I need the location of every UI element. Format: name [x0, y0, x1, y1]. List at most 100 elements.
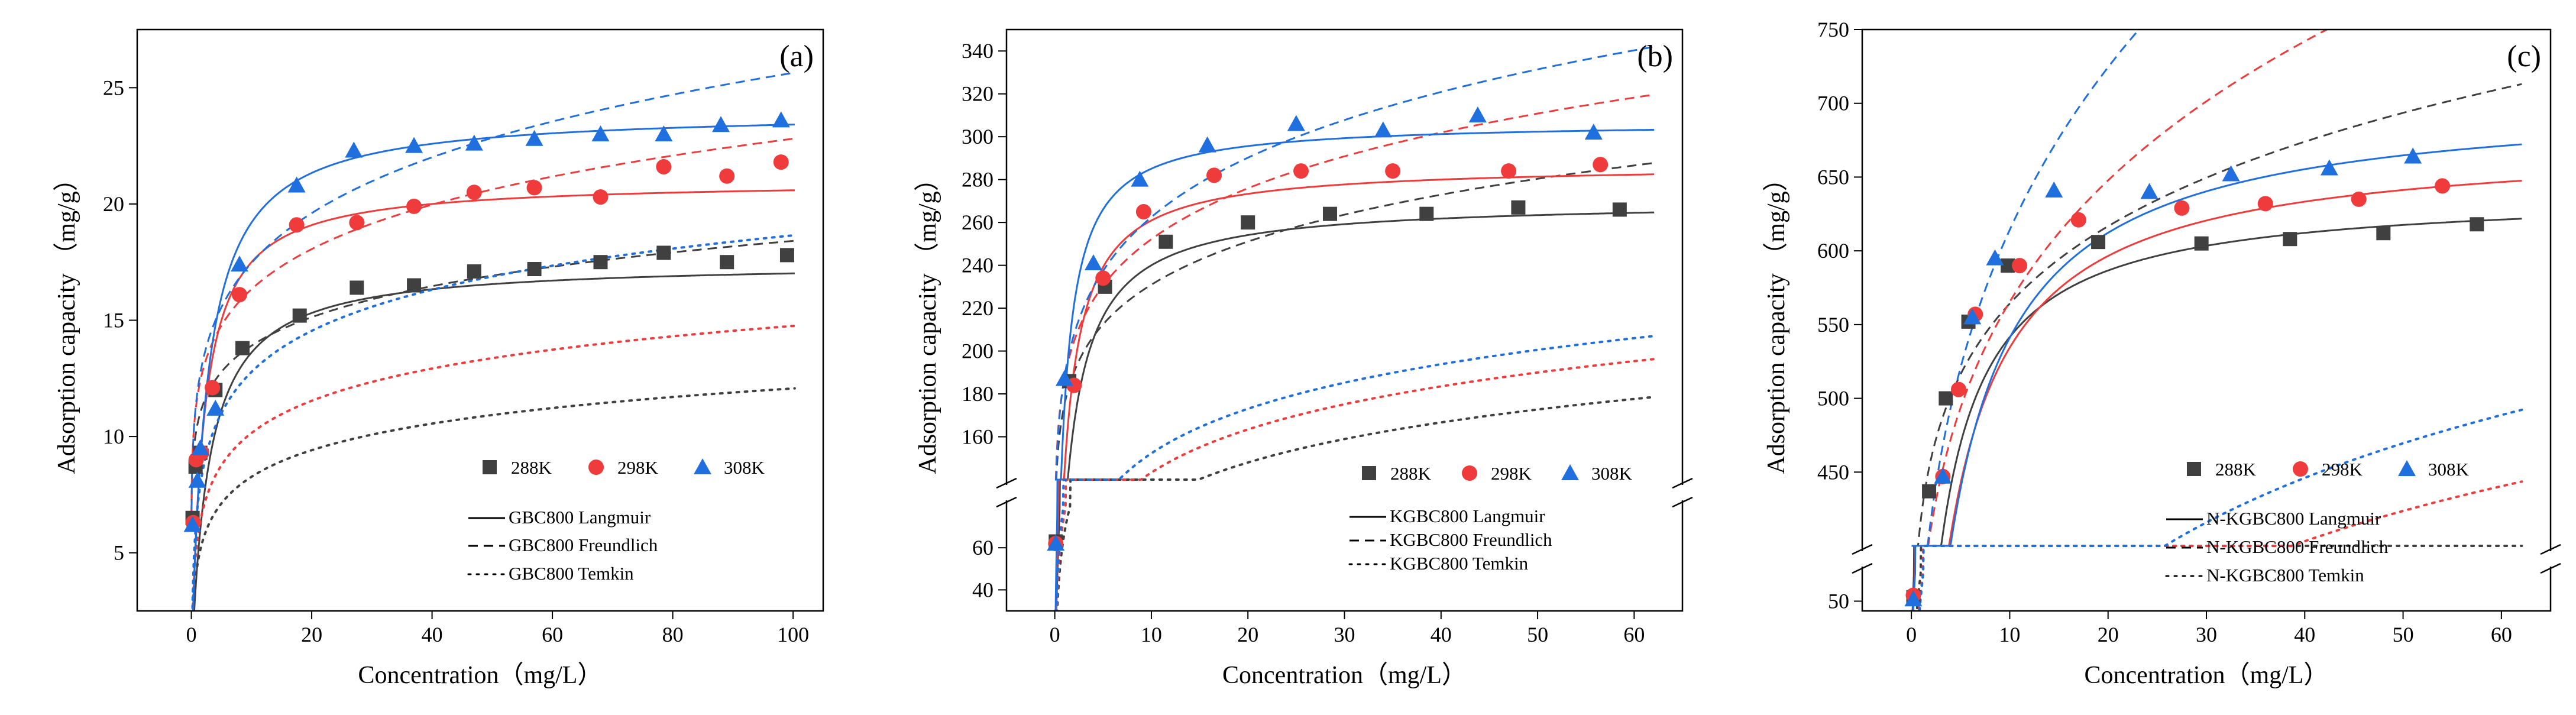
- fit-temkin-288K: [1054, 396, 1656, 611]
- legend-label-288K: 288K: [1390, 463, 1432, 484]
- y-tick-label: 60: [972, 536, 993, 559]
- point-308K: [2222, 165, 2240, 182]
- fit-curves: [190, 72, 796, 611]
- y-tick-label: 180: [962, 382, 993, 406]
- fit-temkin-308K: [1910, 408, 2523, 611]
- point-308K: [1468, 106, 1487, 122]
- y-tick-label: 260: [962, 211, 993, 234]
- legend: 288K 298K 308K N-KGBC800 Langmuir N-KGBC800 …: [2165, 459, 2470, 585]
- x-tick-label: 10: [1141, 623, 1162, 646]
- legend-fit-label-langmuir: KGBC800 Langmuir: [1390, 506, 1545, 526]
- point-308K: [287, 176, 306, 193]
- x-tick-label: 0: [1906, 623, 1917, 646]
- axis-break-mark-right: [1672, 496, 1693, 508]
- data-points: [1047, 106, 1627, 552]
- fit-temkin-288K: [192, 387, 796, 611]
- legend-marker-308K: [2398, 460, 2416, 476]
- point-298K: [1206, 167, 1222, 183]
- point-298K: [1950, 381, 1966, 397]
- point-308K: [1055, 370, 1073, 386]
- point-308K: [206, 399, 225, 416]
- point-288K: [1612, 202, 1627, 217]
- point-288K: [467, 264, 481, 279]
- fit-langmuir-288K: [1055, 211, 1655, 611]
- fit-freundlich-308K: [1911, 30, 2140, 547]
- y-tick-label: 450: [1817, 460, 1849, 484]
- point-298K: [719, 168, 735, 184]
- point-308K: [655, 125, 673, 141]
- point-308K: [230, 255, 248, 272]
- axis-break-mark-right: [2540, 562, 2561, 574]
- point-308K: [1131, 170, 1149, 187]
- point-298K: [289, 217, 305, 233]
- fit-temkin-308K: [191, 234, 796, 611]
- axis-break-mark-left: [996, 496, 1017, 508]
- legend-fit-label-freundlich: KGBC800 Freundlich: [1390, 529, 1552, 550]
- point-288K: [1241, 215, 1255, 230]
- legend-marker-298K: [2293, 461, 2308, 477]
- point-288K: [1939, 391, 1953, 406]
- x-tick-label: 10: [1999, 623, 2020, 646]
- legend-marker-298K: [588, 460, 604, 475]
- x-axis-label: Concentration（mg/L）: [2085, 662, 2329, 689]
- legend-marker-288K: [1362, 466, 1376, 480]
- point-298K: [526, 180, 542, 196]
- x-tick-label: 60: [1623, 623, 1645, 646]
- panel-label: (c): [2507, 40, 2541, 73]
- point-288K: [2091, 235, 2106, 250]
- point-308K: [772, 111, 790, 128]
- point-298K: [2257, 196, 2273, 212]
- point-288K: [1419, 206, 1434, 221]
- point-288K: [292, 308, 307, 323]
- x-tick-label: 0: [1050, 623, 1060, 646]
- point-298K: [1095, 270, 1111, 286]
- point-298K: [406, 198, 422, 214]
- point-308K: [712, 116, 730, 132]
- point-308K: [1584, 123, 1603, 140]
- y-tick-label: 240: [962, 254, 993, 277]
- point-288K: [1511, 200, 1526, 215]
- point-308K: [1198, 136, 1216, 153]
- point-308K: [1963, 308, 1982, 325]
- y-tick-label: 750: [1817, 18, 1849, 41]
- point-298K: [205, 380, 221, 396]
- panel-label: (a): [779, 40, 814, 73]
- y-tick-label: 50: [1828, 590, 1849, 613]
- fit-temkin-298K: [1054, 358, 1656, 611]
- point-298K: [1293, 163, 1309, 179]
- legend-label-308K: 308K: [1591, 463, 1633, 484]
- point-298K: [2351, 191, 2367, 207]
- legend-fit-label-langmuir: GBC800 Langmuir: [509, 507, 651, 528]
- legend: 288K 298K 308K KGBC800 Langmuir KGBC800 Freu…: [1348, 463, 1633, 574]
- point-308K: [1904, 590, 1923, 607]
- point-298K: [2070, 212, 2086, 228]
- point-308K: [1934, 467, 1952, 484]
- point-298K: [1501, 163, 1517, 179]
- legend-label-298K: 298K: [2322, 459, 2363, 480]
- x-tick-label: 60: [2491, 623, 2512, 646]
- plot-frame: [136, 28, 824, 612]
- x-tick-label: 20: [1237, 623, 1258, 646]
- point-308K: [2045, 181, 2063, 198]
- x-tick-label: 100: [777, 623, 809, 646]
- panel-label: (b): [1637, 40, 1673, 73]
- point-298K: [1593, 157, 1609, 173]
- point-308K: [2320, 159, 2338, 176]
- x-tick-label: 0: [186, 623, 197, 646]
- y-tick-label: 600: [1817, 239, 1849, 263]
- y-axis-label: Adsorption capacity （mg/g）: [1763, 166, 1790, 474]
- point-288K: [2283, 232, 2297, 247]
- y-tick-label: 160: [962, 425, 993, 449]
- legend-marker-288K: [483, 460, 497, 474]
- point-308K: [191, 439, 209, 455]
- legend-marker-288K: [2187, 462, 2201, 476]
- fit-freundlich-308K: [1055, 46, 1655, 481]
- legend-label-288K: 288K: [2215, 459, 2257, 480]
- x-tick-label: 20: [301, 623, 322, 646]
- legend-label-298K: 298K: [1491, 463, 1532, 484]
- point-288K: [2470, 217, 2484, 232]
- legend: 288K 298K 308K GBC800 Langmuir GBC800 Freund…: [467, 457, 765, 584]
- point-308K: [591, 125, 610, 141]
- x-tick-label: 30: [1334, 623, 1355, 646]
